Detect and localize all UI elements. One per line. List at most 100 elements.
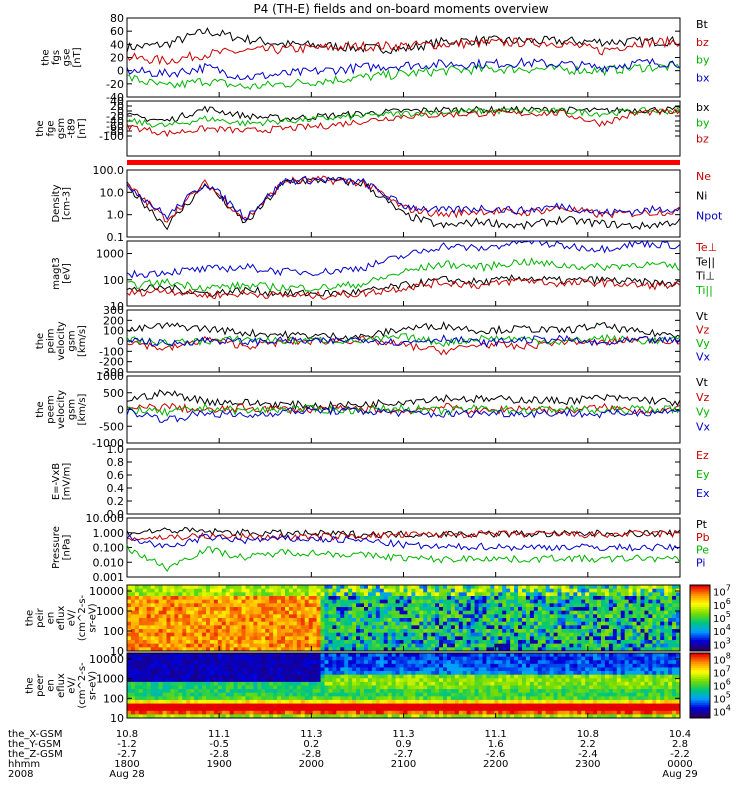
- heatmap-cell: [435, 667, 440, 672]
- heatmap-cell: [399, 703, 404, 708]
- heatmap-cell: [206, 692, 211, 697]
- heatmap-cell: [379, 707, 385, 712]
- heatmap-cell: [142, 585, 148, 590]
- heatmap-cell: [553, 656, 559, 661]
- heatmap-cell: [431, 660, 436, 665]
- heatmap-cell: [281, 678, 286, 683]
- y-tick-label: 100: [103, 625, 124, 638]
- heatmap-cell: [229, 610, 235, 615]
- heatmap-cell: [146, 671, 152, 676]
- heatmap-cell: [565, 660, 570, 665]
- heatmap-cell: [597, 607, 602, 612]
- heatmap-cell: [162, 674, 167, 679]
- heatmap-cell: [269, 714, 274, 719]
- heatmap-cell: [190, 632, 195, 637]
- heatmap-cell: [423, 714, 428, 719]
- heatmap-cell: [446, 703, 452, 708]
- heatmap-cell: [336, 614, 341, 619]
- heatmap-cell: [391, 681, 397, 686]
- heatmap-cell: [229, 636, 235, 641]
- heatmap-cell: [273, 585, 278, 590]
- heatmap-cell: [537, 674, 543, 679]
- heatmap-cell: [249, 588, 254, 593]
- y-tick-label: -1000: [92, 437, 124, 450]
- heatmap-cell: [648, 629, 653, 634]
- colorbar-segment: [690, 640, 710, 643]
- heatmap-cell: [221, 585, 227, 590]
- heatmap-cell: [285, 599, 290, 604]
- heatmap-cell: [245, 614, 250, 619]
- heatmap-cell: [261, 703, 266, 708]
- heatmap-cell: [249, 647, 254, 652]
- heatmap-cell: [423, 599, 428, 604]
- heatmap-cell: [209, 653, 215, 658]
- heatmap-cell: [474, 636, 480, 641]
- heatmap-cell: [522, 603, 527, 608]
- heatmap-cell: [245, 653, 250, 658]
- heatmap-cell: [166, 636, 171, 641]
- heatmap-cell: [182, 707, 187, 712]
- heatmap-cell: [356, 643, 361, 648]
- heatmap-cell: [344, 696, 349, 701]
- heatmap-cell: [656, 632, 661, 637]
- heatmap-cell: [340, 689, 345, 694]
- heatmap-cell: [565, 632, 570, 637]
- heatmap-cell: [668, 610, 673, 615]
- heatmap-cell: [324, 656, 329, 661]
- heatmap-cell: [217, 599, 223, 604]
- heatmap-cell: [450, 625, 456, 630]
- heatmap-cell: [411, 588, 416, 593]
- heatmap-cell: [198, 681, 203, 686]
- series-line-bx: [126, 105, 681, 123]
- heatmap-cell: [186, 621, 191, 626]
- heatmap-cell: [221, 653, 227, 658]
- heatmap-cell: [379, 607, 385, 612]
- heatmap-cell: [174, 703, 179, 708]
- heatmap-cell: [379, 710, 385, 715]
- heatmap-cell: [585, 674, 590, 679]
- heatmap-cell: [525, 625, 531, 630]
- heatmap-cell: [482, 647, 487, 652]
- heatmap-cell: [585, 643, 590, 648]
- heatmap-cell: [253, 636, 258, 641]
- heatmap-cell: [178, 621, 183, 626]
- heatmap-cell: [450, 640, 456, 645]
- heatmap-cell: [458, 610, 464, 615]
- heatmap-cell: [170, 625, 175, 630]
- heatmap-cell: [229, 671, 235, 676]
- heatmap-cell: [288, 643, 294, 648]
- heatmap-cell: [304, 663, 310, 668]
- heatmap-cell: [233, 588, 239, 593]
- heatmap-cell: [312, 599, 318, 604]
- heatmap-cell: [233, 696, 239, 701]
- heatmap-cell: [277, 681, 282, 686]
- heatmap-cell: [178, 707, 183, 712]
- heatmap-cell: [601, 640, 606, 645]
- heatmap-cell: [636, 585, 641, 590]
- heatmap-cell: [581, 596, 586, 601]
- heatmap-cell: [403, 636, 408, 641]
- heatmap-cell: [462, 696, 468, 701]
- heatmap-cell: [593, 596, 598, 601]
- heatmap-cell: [182, 656, 187, 661]
- heatmap-cell: [427, 660, 432, 665]
- heatmap-cell: [549, 585, 555, 590]
- heatmap-cell: [676, 640, 681, 645]
- heatmap-cell: [454, 596, 460, 601]
- y-tick-label: 100: [103, 274, 124, 287]
- heatmap-cell: [565, 588, 570, 593]
- heatmap-cell: [296, 710, 302, 715]
- heatmap-cell: [608, 592, 614, 597]
- heatmap-cell: [288, 663, 294, 668]
- heatmap-cell: [261, 610, 266, 615]
- heatmap-cell: [300, 632, 306, 637]
- heatmap-cell: [431, 689, 436, 694]
- heatmap-cell: [245, 592, 250, 597]
- heatmap-cell: [336, 596, 341, 601]
- heatmap-cell: [269, 632, 274, 637]
- heatmap-cell: [608, 603, 614, 608]
- heatmap-cell: [328, 663, 333, 668]
- heatmap-cell: [415, 618, 420, 623]
- heatmap-cell: [478, 703, 483, 708]
- y-tick-label: 100.0: [93, 164, 125, 177]
